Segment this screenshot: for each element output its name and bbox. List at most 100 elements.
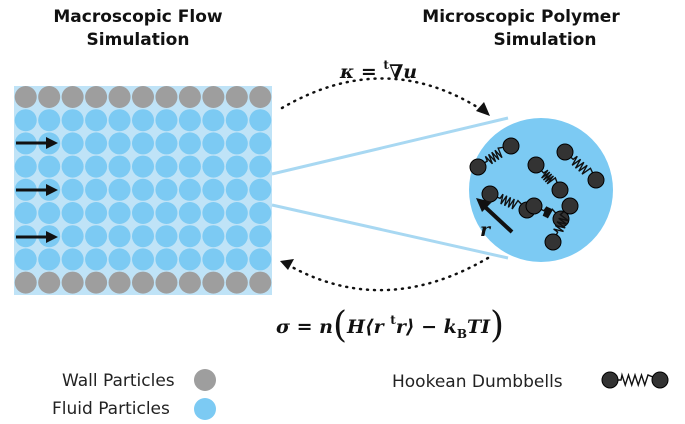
fluid-particle (132, 109, 154, 132)
wall-particle (202, 86, 225, 108)
spring (535, 164, 561, 191)
fluid-particle (85, 132, 108, 155)
fluid-particle (61, 202, 84, 224)
zoom-line (271, 116, 509, 176)
fluid-particle (108, 248, 131, 271)
equation-top: κ = t∇u (339, 58, 417, 83)
legend-label: Fluid Particles (52, 399, 170, 419)
spring (610, 372, 661, 388)
wall-particle (108, 271, 131, 294)
wall-particle (155, 271, 178, 294)
fluid-particle (178, 178, 201, 201)
eq-part: κ = (339, 61, 383, 83)
fluid-particle (178, 248, 201, 271)
bead (561, 197, 579, 215)
fluid-particle (225, 248, 248, 271)
fluid-particle (14, 202, 37, 224)
fluid-particle (202, 248, 225, 271)
fluid-particle (178, 109, 201, 132)
fluid-particle (249, 178, 272, 201)
fluid-particle (85, 178, 108, 201)
wall-particle (132, 86, 154, 108)
fluid-particle (155, 132, 178, 155)
fluid-particle (202, 109, 225, 132)
fluid-particle (132, 132, 154, 155)
vector-arrow (482, 204, 514, 234)
wall-particle (132, 271, 154, 294)
fluid-particle (61, 109, 84, 132)
fluid-particle (38, 109, 61, 132)
wall-particle (14, 271, 37, 294)
arrowhead (46, 231, 58, 243)
fluid-particle (132, 248, 154, 271)
bead (544, 233, 562, 251)
bead (601, 371, 619, 389)
fluid-particle (14, 109, 37, 132)
bead (525, 197, 543, 215)
legend-label: Wall Particles (62, 371, 175, 391)
fluid-particle (85, 225, 108, 248)
fluid-particle (225, 225, 248, 248)
fluid-particle (155, 248, 178, 271)
fluid-particle (108, 132, 131, 155)
fluid-particle (155, 178, 178, 201)
legend-label: Hookean Dumbbells (392, 372, 563, 392)
right-title: Simulation (494, 30, 597, 50)
bead (556, 143, 574, 161)
wall-particle (61, 271, 84, 294)
fluid-particle (225, 109, 248, 132)
arrowhead (46, 137, 58, 149)
fluid-particle (249, 155, 272, 178)
wall-particle (249, 86, 272, 108)
fluid-particle (202, 132, 225, 155)
fluid-particle (155, 109, 178, 132)
fluid-particle (225, 155, 248, 178)
legend-wall-icon (194, 369, 216, 391)
wall-particle (38, 86, 61, 108)
eq-part: ∇u (389, 61, 417, 83)
eq-part: TI (467, 316, 491, 338)
fluid-particle (202, 202, 225, 224)
flow-domain (14, 86, 272, 295)
eq-part: t (383, 58, 389, 72)
bead (502, 137, 520, 155)
eq-part: r⟩ − k (396, 316, 457, 338)
fluid-particle (61, 248, 84, 271)
fluid-particle (155, 202, 178, 224)
fluid-particle (178, 202, 201, 224)
fluid-particle (225, 178, 248, 201)
wall-particle (178, 86, 201, 108)
right-title: Microscopic Polymer (422, 7, 620, 27)
fluid-particle (61, 178, 84, 201)
fluid-particle (108, 225, 131, 248)
fluid-particle (202, 225, 225, 248)
eq-part: ) (490, 305, 504, 346)
eq-part: t (390, 313, 396, 327)
fluid-particle (249, 225, 272, 248)
fluid-particle (85, 109, 108, 132)
wall-particle (38, 271, 61, 294)
equation-bottom: σ = n(H⟨r tr⟩ − kBTI) (276, 305, 504, 346)
fluid-particle (178, 225, 201, 248)
fluid-particle (108, 178, 131, 201)
wall-particle (61, 86, 84, 108)
fluid-particle (249, 109, 272, 132)
fluid-particle (108, 155, 131, 178)
eq-part: ( (333, 305, 347, 346)
fluid-particle (14, 248, 37, 271)
arrowhead (476, 198, 492, 212)
arrowhead (46, 184, 58, 196)
dotted-arrow (288, 256, 490, 292)
wall-particle (155, 86, 178, 108)
eq-part: σ = n (276, 316, 333, 338)
wall-particle (85, 271, 108, 294)
fluid-particle (132, 155, 154, 178)
fluid-particle (202, 155, 225, 178)
dotted-arrow (280, 77, 484, 112)
spring (489, 193, 528, 211)
fluid-particle (202, 178, 225, 201)
bead (651, 371, 669, 389)
vector-label: r (480, 219, 492, 241)
wall-particle (85, 86, 108, 108)
